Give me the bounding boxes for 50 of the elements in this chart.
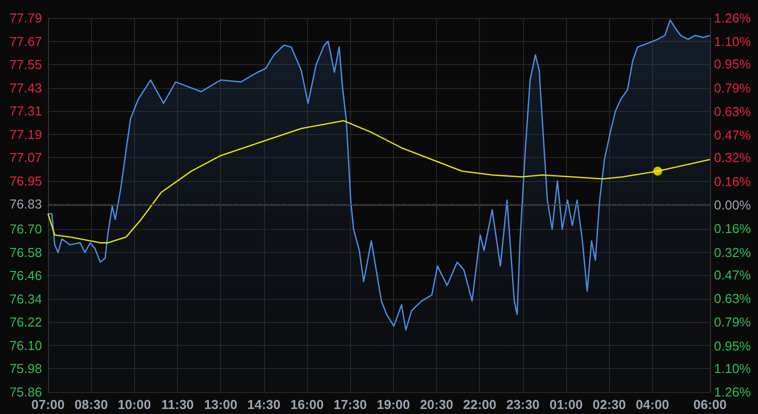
y-tick-label: 76.22 [9,314,42,330]
x-tick-label: 01:00 [549,397,583,412]
y-tick-label: 77.31 [9,104,42,119]
y2-tick-label: 0.47% [714,267,752,282]
x-tick-label: 16:00 [290,397,324,412]
y2-tick-label: 0.79% [714,314,752,330]
x-tick-label: 19:00 [376,397,410,412]
y-tick-label: 76.46 [9,268,42,284]
y-tick-label: 77.55 [9,57,42,72]
y2-tick-label: 1.10% [714,360,752,376]
x-tick-label: 13:00 [204,397,238,412]
y2-tick-label: 1.10% [714,34,752,50]
x-tick-label: 14:30 [247,397,280,412]
y-tick-label: 77.79 [9,10,42,26]
y2-tick-label: 0.79% [714,80,752,96]
y-tick-label: 76.95 [9,173,42,188]
y-tick-label: 77.07 [9,150,42,166]
x-tick-label: 07:00 [31,397,65,412]
y-tick-label: 77.43 [9,80,42,96]
y2-tick-label: 1.26% [714,10,752,26]
x-tick-label: 02:30 [592,397,626,412]
x-tick-label: 23:30 [506,397,540,412]
y-tick-label: 76.34 [9,291,42,306]
y-tick-label: 77.67 [9,34,42,49]
y2-tick-label: 0.63% [714,291,752,306]
y2-tick-label: 1.26% [714,384,752,400]
y2-tick-label: 0.16% [714,221,752,236]
y-tick-label: 76.83 [9,196,42,212]
y2-tick-label: 0.16% [714,174,752,189]
x-tick-label: 06:00 [693,397,727,412]
y-tick-label: 75.86 [9,384,42,400]
x-tick-label: 17:30 [334,397,367,412]
y2-tick-label: 0.32% [714,150,752,166]
y2-tick-label: 0.47% [714,128,752,143]
y2-tick-label: 0.32% [714,244,752,260]
x-tick-label: 04:00 [636,397,670,412]
y2-tick-label: 0.95% [714,56,752,72]
y2-tick-label: 0.63% [714,104,752,119]
x-tick-label: 20:30 [420,397,454,412]
y2-tick-label: 0.95% [714,338,752,354]
y-tick-label: 76.10 [9,338,42,353]
x-tick-label: 11:30 [161,397,194,412]
y2-tick-label: 0.00% [714,198,752,212]
x-tick-label: 22:00 [463,397,496,412]
x-tick-label: 10:00 [118,397,151,412]
y-tick-label: 77.19 [9,126,42,142]
y-tick-label: 76.58 [9,244,42,260]
y-tick-label: 75.98 [9,361,42,376]
y-tick-label: 76.70 [9,222,42,237]
x-tick-label: 08:30 [74,397,108,412]
